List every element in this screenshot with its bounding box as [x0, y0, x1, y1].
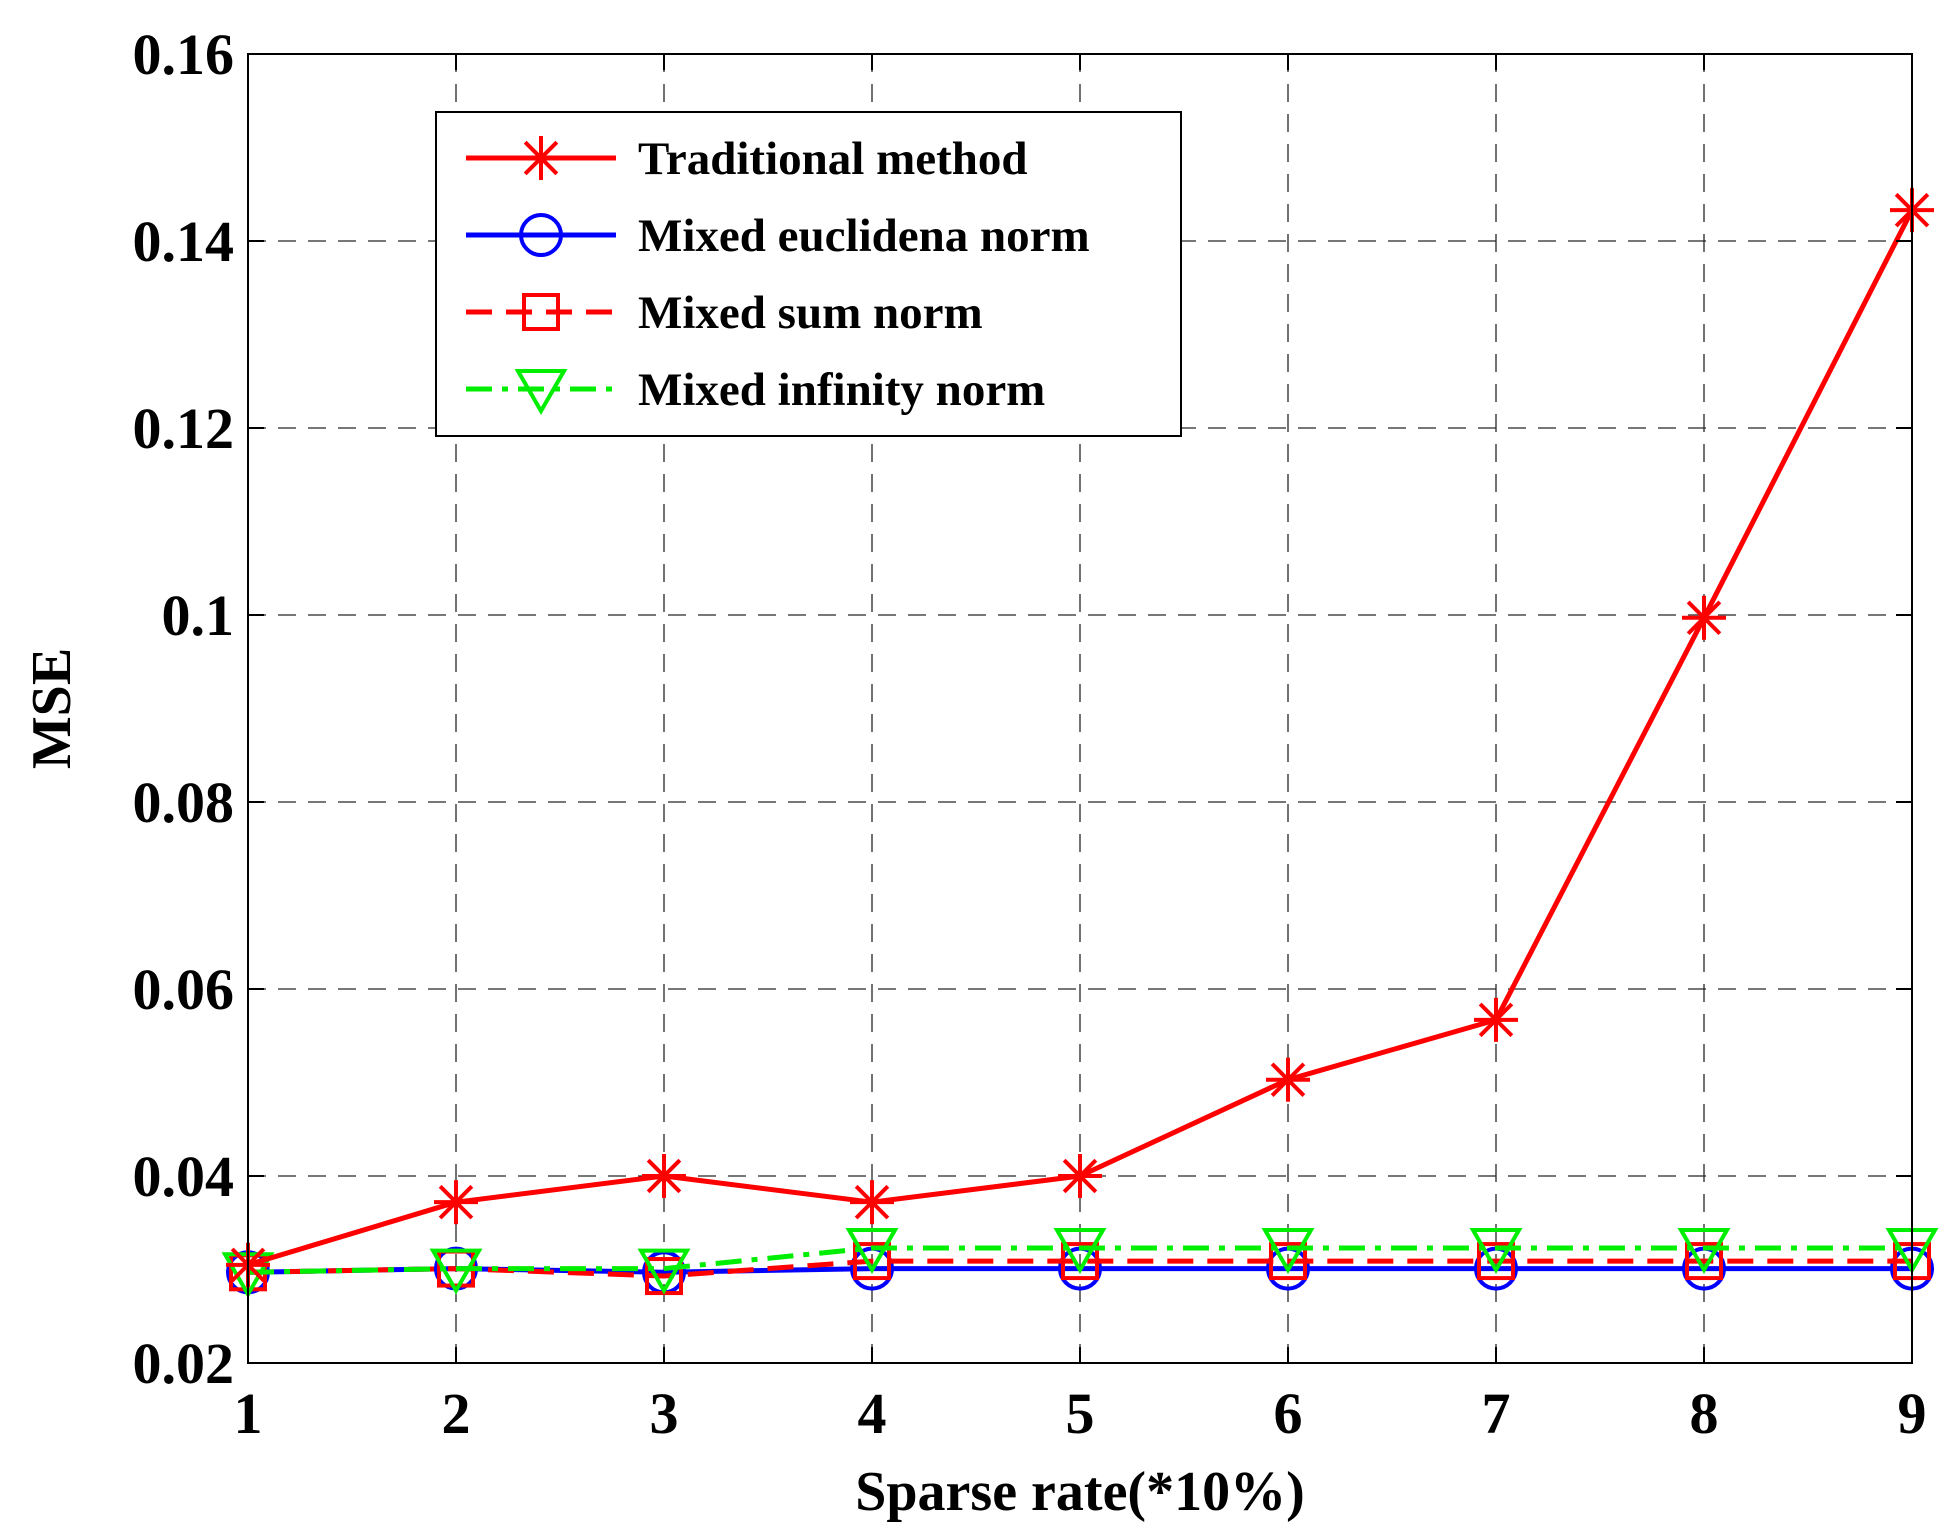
- legend-entry: Mixed euclidena norm: [466, 210, 1090, 262]
- axis-ticks: [247, 53, 1913, 1364]
- x-tick-label: 7: [1482, 1381, 1511, 1446]
- x-tick-label: 2: [442, 1381, 471, 1446]
- marker-square: [1061, 1242, 1099, 1281]
- marker-triangle-down: [1261, 1227, 1315, 1275]
- legend-entry: Mixed infinity norm: [466, 364, 1045, 416]
- series-0: [226, 188, 1934, 1287]
- y-tick-label: 0.14: [133, 209, 235, 274]
- y-tick-label: 0.12: [133, 396, 235, 461]
- marker-stroke: [438, 1184, 474, 1220]
- x-tick-label: 1: [234, 1381, 263, 1446]
- marker-circle: [519, 213, 563, 257]
- marker-asterisk: [434, 1180, 478, 1225]
- marker-square: [1685, 1242, 1723, 1281]
- legend-label: Traditional method: [638, 133, 1028, 185]
- marker-stroke: [1686, 600, 1722, 636]
- axis-tick-labels: 1 2 3 4 5 6 7 8 9 0.02 0.04 0.06 0.08 0.1 0.12 0.14 0.16: [133, 22, 1927, 1446]
- marker-asterisk: [519, 136, 563, 180]
- marker-stroke: [1270, 1062, 1306, 1097]
- marker-triangle-down: [429, 1248, 483, 1295]
- marker-asterisk: [1266, 1057, 1310, 1102]
- x-tick-label: 3: [650, 1381, 679, 1446]
- marker-triangle-down: [1053, 1227, 1107, 1275]
- x-axis-title: Sparse rate(*10%): [855, 1461, 1304, 1523]
- x-tick-label: 9: [1898, 1381, 1927, 1446]
- marker-square: [1477, 1242, 1515, 1281]
- marker-triangle-down: [845, 1227, 899, 1275]
- marker-stroke: [854, 1184, 890, 1220]
- marker-asterisk: [1474, 997, 1518, 1042]
- y-axis-title: MSE: [21, 648, 83, 769]
- marker-stroke: [1062, 1158, 1098, 1194]
- marker-asterisk: [850, 1180, 894, 1225]
- y-tick-label: 0.02: [133, 1331, 235, 1396]
- marker-square: [1269, 1242, 1307, 1281]
- marker-stroke: [523, 140, 559, 176]
- legend-box: [435, 111, 1182, 437]
- y-tick-label: 0.16: [133, 22, 235, 87]
- x-tick-label: 4: [858, 1381, 887, 1446]
- legend-entry: Traditional method: [466, 133, 1028, 185]
- x-tick-label: 5: [1066, 1381, 1095, 1446]
- legend-label: Mixed euclidena norm: [638, 210, 1090, 262]
- marker-square: [522, 293, 560, 331]
- y-tick-label: 0.1: [162, 583, 235, 648]
- legend-label: Mixed infinity norm: [638, 364, 1045, 416]
- marker-stroke: [646, 1158, 682, 1194]
- legend: Traditional method Mixed euclidena norm Mi…: [435, 111, 1182, 437]
- marker-asterisk: [1682, 595, 1726, 640]
- y-tick-label: 0.06: [133, 957, 235, 1022]
- marker-triangle-down: [1469, 1227, 1523, 1275]
- legend-label: Mixed sum norm: [638, 287, 983, 339]
- marker-triangle-down: [514, 369, 568, 416]
- x-tick-label: 6: [1274, 1381, 1303, 1446]
- marker-asterisk: [1058, 1154, 1102, 1198]
- marker-triangle-down: [1677, 1227, 1731, 1275]
- marker-asterisk: [642, 1154, 686, 1198]
- y-tick-label: 0.04: [133, 1144, 235, 1209]
- marker-stroke: [1478, 1002, 1514, 1038]
- legend-entry: Mixed sum norm: [466, 287, 983, 339]
- series-line: [247, 1245, 1912, 1275]
- marker-square: [853, 1242, 891, 1281]
- y-tick-label: 0.08: [133, 770, 235, 835]
- x-tick-label: 8: [1690, 1381, 1719, 1446]
- marker-triangle-down: [637, 1248, 691, 1295]
- series-layer: [221, 188, 1939, 1299]
